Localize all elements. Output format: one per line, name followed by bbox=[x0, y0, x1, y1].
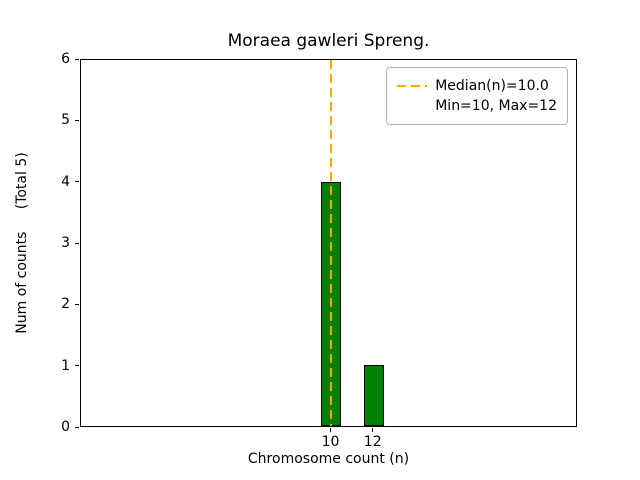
y-tick-label: 6 bbox=[61, 51, 70, 67]
y-tick-label: 5 bbox=[61, 112, 70, 129]
y-tick-label: 0 bbox=[61, 419, 70, 435]
y-tick-mark bbox=[75, 119, 79, 121]
x-tick-mark bbox=[372, 428, 374, 432]
y-tick-mark bbox=[75, 181, 79, 183]
bar-n12 bbox=[363, 365, 384, 426]
y-tick-mark bbox=[75, 426, 79, 428]
legend-handle-empty bbox=[397, 105, 427, 107]
legend: Median(n)=10.0 Min=10, Max=12 bbox=[386, 67, 568, 125]
legend-entry-minmax: Min=10, Max=12 bbox=[397, 96, 557, 116]
x-axis-label: Chromosome count (n) bbox=[247, 451, 410, 467]
median-line bbox=[330, 60, 333, 426]
dashed-line-icon bbox=[397, 85, 428, 87]
y-tick-mark bbox=[75, 58, 79, 60]
legend-entry-median: Median(n)=10.0 bbox=[397, 76, 557, 96]
y-axis-label: Num of counts (Total 5) bbox=[14, 152, 30, 334]
chart-title: Moraea gawleri Spreng. bbox=[227, 31, 430, 51]
x-tick-label: 10 bbox=[321, 434, 340, 450]
y-tick-label: 3 bbox=[61, 235, 70, 251]
y-tick-mark bbox=[75, 303, 79, 305]
legend-label-median: Median(n)=10.0 bbox=[435, 78, 549, 94]
x-tick-mark bbox=[329, 428, 331, 432]
legend-label-minmax: Min=10, Max=12 bbox=[435, 98, 557, 114]
x-tick-label: 12 bbox=[363, 434, 382, 450]
y-tick-mark bbox=[75, 365, 79, 367]
plot-area: Median(n)=10.0 Min=10, Max=12 bbox=[80, 59, 577, 427]
y-tick-mark bbox=[75, 242, 79, 244]
y-tick-label: 2 bbox=[61, 296, 70, 313]
y-tick-label: 4 bbox=[61, 173, 70, 190]
y-tick-label: 1 bbox=[61, 357, 70, 374]
